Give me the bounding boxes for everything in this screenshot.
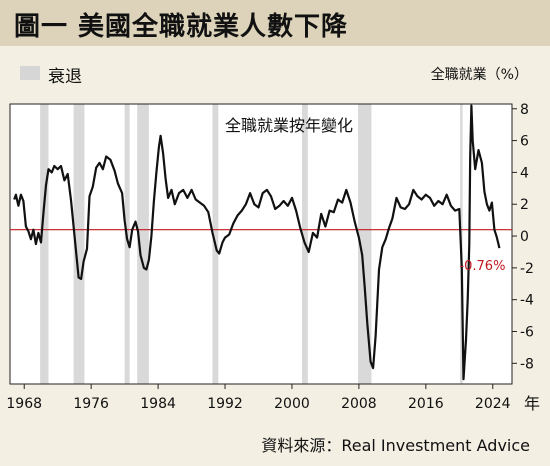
legend-recession-label: 衰退 <box>48 67 82 87</box>
x-axis-unit-label: 年 <box>524 394 540 413</box>
recession-band-3 <box>137 104 149 384</box>
y-tick-label-1: 6 <box>520 134 529 150</box>
recession-band-2 <box>124 104 130 384</box>
x-tick-label-1: 1976 <box>73 396 109 412</box>
recession-swatch <box>20 66 40 80</box>
y-tick-label-6: -4 <box>520 293 534 309</box>
source-note: 資料來源：Real Investment Advice <box>261 436 530 455</box>
x-tick-label-2: 1984 <box>140 396 176 412</box>
y-tick-label-7: -6 <box>520 325 534 341</box>
annotation-last-value: -0.76% <box>459 259 505 274</box>
recession-band-0 <box>40 104 49 384</box>
y-tick-label-0: 8 <box>520 102 529 118</box>
y-axis-unit-label: 全職就業（%） <box>430 67 528 83</box>
y-tick-label-2: 4 <box>520 165 529 181</box>
recession-band-1 <box>73 104 85 384</box>
series-line-full-time-employment <box>13 104 501 381</box>
x-tick-label-4: 2000 <box>274 396 310 412</box>
y-tick-label-5: -2 <box>520 261 534 277</box>
x-tick-label-5: 2008 <box>341 396 377 412</box>
plot-frame <box>9 103 513 385</box>
plot-area <box>10 104 512 384</box>
x-tick-label-6: 2016 <box>408 396 444 412</box>
y-tick-label-3: 2 <box>520 197 529 213</box>
x-tick-label-3: 1992 <box>207 396 243 412</box>
page-title: 圖一 美國全職就業人數下降 <box>14 12 349 42</box>
chart-title: 全職就業按年變化 <box>225 116 353 135</box>
x-tick-label-0: 1968 <box>6 396 42 412</box>
y-tick-label-4: 0 <box>520 229 529 245</box>
title-bar: 圖一 美國全職就業人數下降 <box>0 0 550 46</box>
y-tick-label-8: -8 <box>520 356 534 372</box>
x-tick-label-7: 2024 <box>475 396 511 412</box>
recession-band-6 <box>358 104 372 384</box>
